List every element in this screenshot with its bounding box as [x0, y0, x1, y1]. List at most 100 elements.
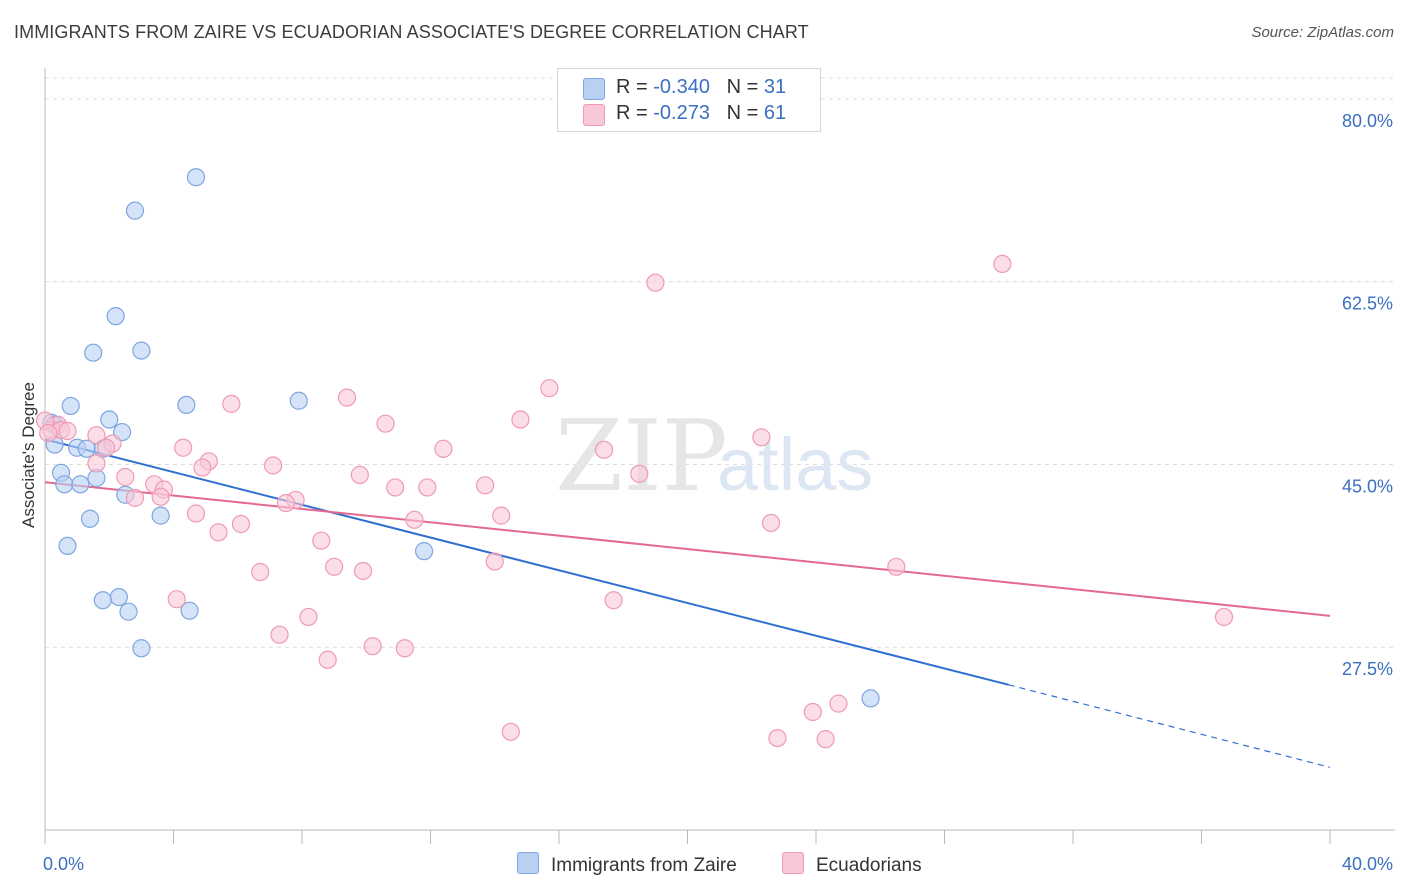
- ecuadorian-point: [263, 456, 283, 475]
- ecuadorian-point: [434, 439, 453, 458]
- ecuadorian-point: [353, 561, 373, 581]
- ecuadorian-point: [116, 467, 135, 487]
- ecuadorian-point: [87, 454, 106, 473]
- ecuadorian-point: [993, 254, 1012, 274]
- ecuadorian-point: [752, 428, 771, 447]
- ecuadorian-point: [646, 273, 665, 292]
- bottom-legend-blue: Immigrants from Zaire: [517, 852, 737, 877]
- ecuadorian-point: [816, 730, 835, 749]
- zaire-point: [71, 475, 90, 494]
- ecuadorian-point: [251, 562, 270, 582]
- zaire-point: [180, 601, 199, 620]
- ecuadorian-point: [174, 438, 193, 457]
- ecuadorian-point: [386, 478, 405, 497]
- zaire-point: [414, 542, 434, 561]
- ecuadorian-point: [476, 476, 495, 495]
- zaire-point: [109, 587, 128, 607]
- correlation-legend: R = -0.340 N = 31 R = -0.273 N = 61: [557, 68, 821, 132]
- source-label: Source: ZipAtlas.com: [1251, 24, 1394, 41]
- legend-text-pink: R = -0.273 N = 61: [616, 102, 787, 124]
- ecuadorian-point: [803, 702, 822, 722]
- ecuadorian-point: [1214, 607, 1234, 627]
- bottom-legend-pink: Ecuadorians: [782, 852, 922, 877]
- zaire-point: [106, 307, 125, 326]
- ecuadorian-point: [193, 458, 212, 477]
- y-tick-label: 80.0%: [1342, 111, 1393, 131]
- ecuadorian-point: [276, 493, 296, 513]
- zaire-point: [186, 168, 206, 187]
- ecuadorian-point: [485, 552, 504, 571]
- watermark-atlas: atlas: [717, 423, 873, 506]
- ecuadorian-point: [395, 639, 414, 658]
- axes-layer: 27.5% 45.0% 62.5% 80.0% 0.0% 40.0%: [43, 68, 1395, 874]
- y-axis-title: Associate's Degree: [19, 382, 38, 528]
- ecuadorian-point: [630, 464, 649, 483]
- zaire-point: [84, 343, 103, 362]
- zaire-trend-extension: [1008, 684, 1331, 768]
- legend-swatch-blue: [583, 78, 605, 100]
- ecuadorian-point: [604, 591, 623, 610]
- grid-layer: [45, 77, 1395, 648]
- legend-swatch-pink: [583, 104, 605, 126]
- ecuadorian-point: [167, 590, 186, 609]
- trend-layer: [44, 438, 1331, 768]
- bottom-legend-swatch-blue: [517, 852, 539, 874]
- zaire-point: [119, 602, 138, 621]
- zaire-point: [125, 201, 145, 220]
- zaire-point: [100, 410, 119, 429]
- ecuadorian-point: [318, 650, 337, 669]
- ecuadorian-point: [96, 438, 116, 457]
- zaire-point: [132, 341, 151, 360]
- ecuadorian-point: [231, 514, 251, 534]
- zaire-point: [861, 689, 880, 708]
- ecuadorian-point: [350, 465, 369, 484]
- ecuadorian-point: [829, 694, 848, 713]
- zaire-point: [55, 475, 74, 494]
- ecuadorian-trend-line: [44, 481, 1331, 617]
- ecuadorian-point: [186, 504, 206, 523]
- watermark-zip: ZIP: [555, 400, 728, 514]
- ecuadorian-point: [312, 531, 331, 550]
- y-tick-label: 62.5%: [1342, 294, 1393, 314]
- ecuadorian-point: [363, 637, 382, 656]
- ecuadorian-point: [337, 388, 357, 407]
- zaire-point: [80, 509, 100, 528]
- bottom-legend-swatch-pink: [782, 852, 804, 874]
- chart-title: IMMIGRANTS FROM ZAIRE VS ECUADORIAN ASSO…: [14, 22, 809, 42]
- y-tick-label: 45.0%: [1342, 476, 1393, 496]
- ecuadorian-point: [405, 510, 424, 529]
- ecuadorian-point: [887, 557, 906, 576]
- ecuadorian-point: [418, 478, 437, 497]
- ecuadorian-point: [511, 410, 530, 429]
- ecuadorian-point: [125, 488, 145, 507]
- points-layer: [35, 168, 1234, 749]
- ecuadorian-point: [376, 414, 395, 433]
- ecuadorian-point: [151, 487, 170, 506]
- ecuadorian-point: [39, 424, 58, 443]
- bottom-legend-label-pink: Ecuadorians: [816, 855, 922, 876]
- ecuadorian-point: [501, 722, 520, 741]
- ecuadorian-point: [209, 523, 228, 542]
- ecuadorian-point: [594, 440, 614, 459]
- ecuadorian-point: [58, 421, 77, 441]
- ecuadorian-point: [325, 557, 344, 576]
- ecuadorian-point: [540, 379, 559, 398]
- zaire-point: [132, 639, 151, 658]
- ecuadorian-point: [222, 394, 241, 413]
- zaire-point: [289, 391, 308, 410]
- bottom-legend-label-blue: Immigrants from Zaire: [551, 855, 737, 876]
- ecuadorian-point: [299, 607, 318, 627]
- zaire-trend-line: [44, 438, 1009, 686]
- x-tick-label: 0.0%: [43, 854, 84, 874]
- ecuadorian-point: [87, 426, 106, 445]
- x-tick-label: 40.0%: [1342, 854, 1393, 874]
- zaire-point: [61, 396, 80, 416]
- watermark: ZIP atlas: [555, 400, 873, 514]
- zaire-point: [177, 395, 196, 415]
- ecuadorian-point: [492, 506, 511, 525]
- y-tick-label: 27.5%: [1342, 659, 1393, 679]
- ecuadorian-point: [761, 513, 781, 533]
- ecuadorian-point: [768, 728, 787, 748]
- zaire-point: [58, 536, 77, 556]
